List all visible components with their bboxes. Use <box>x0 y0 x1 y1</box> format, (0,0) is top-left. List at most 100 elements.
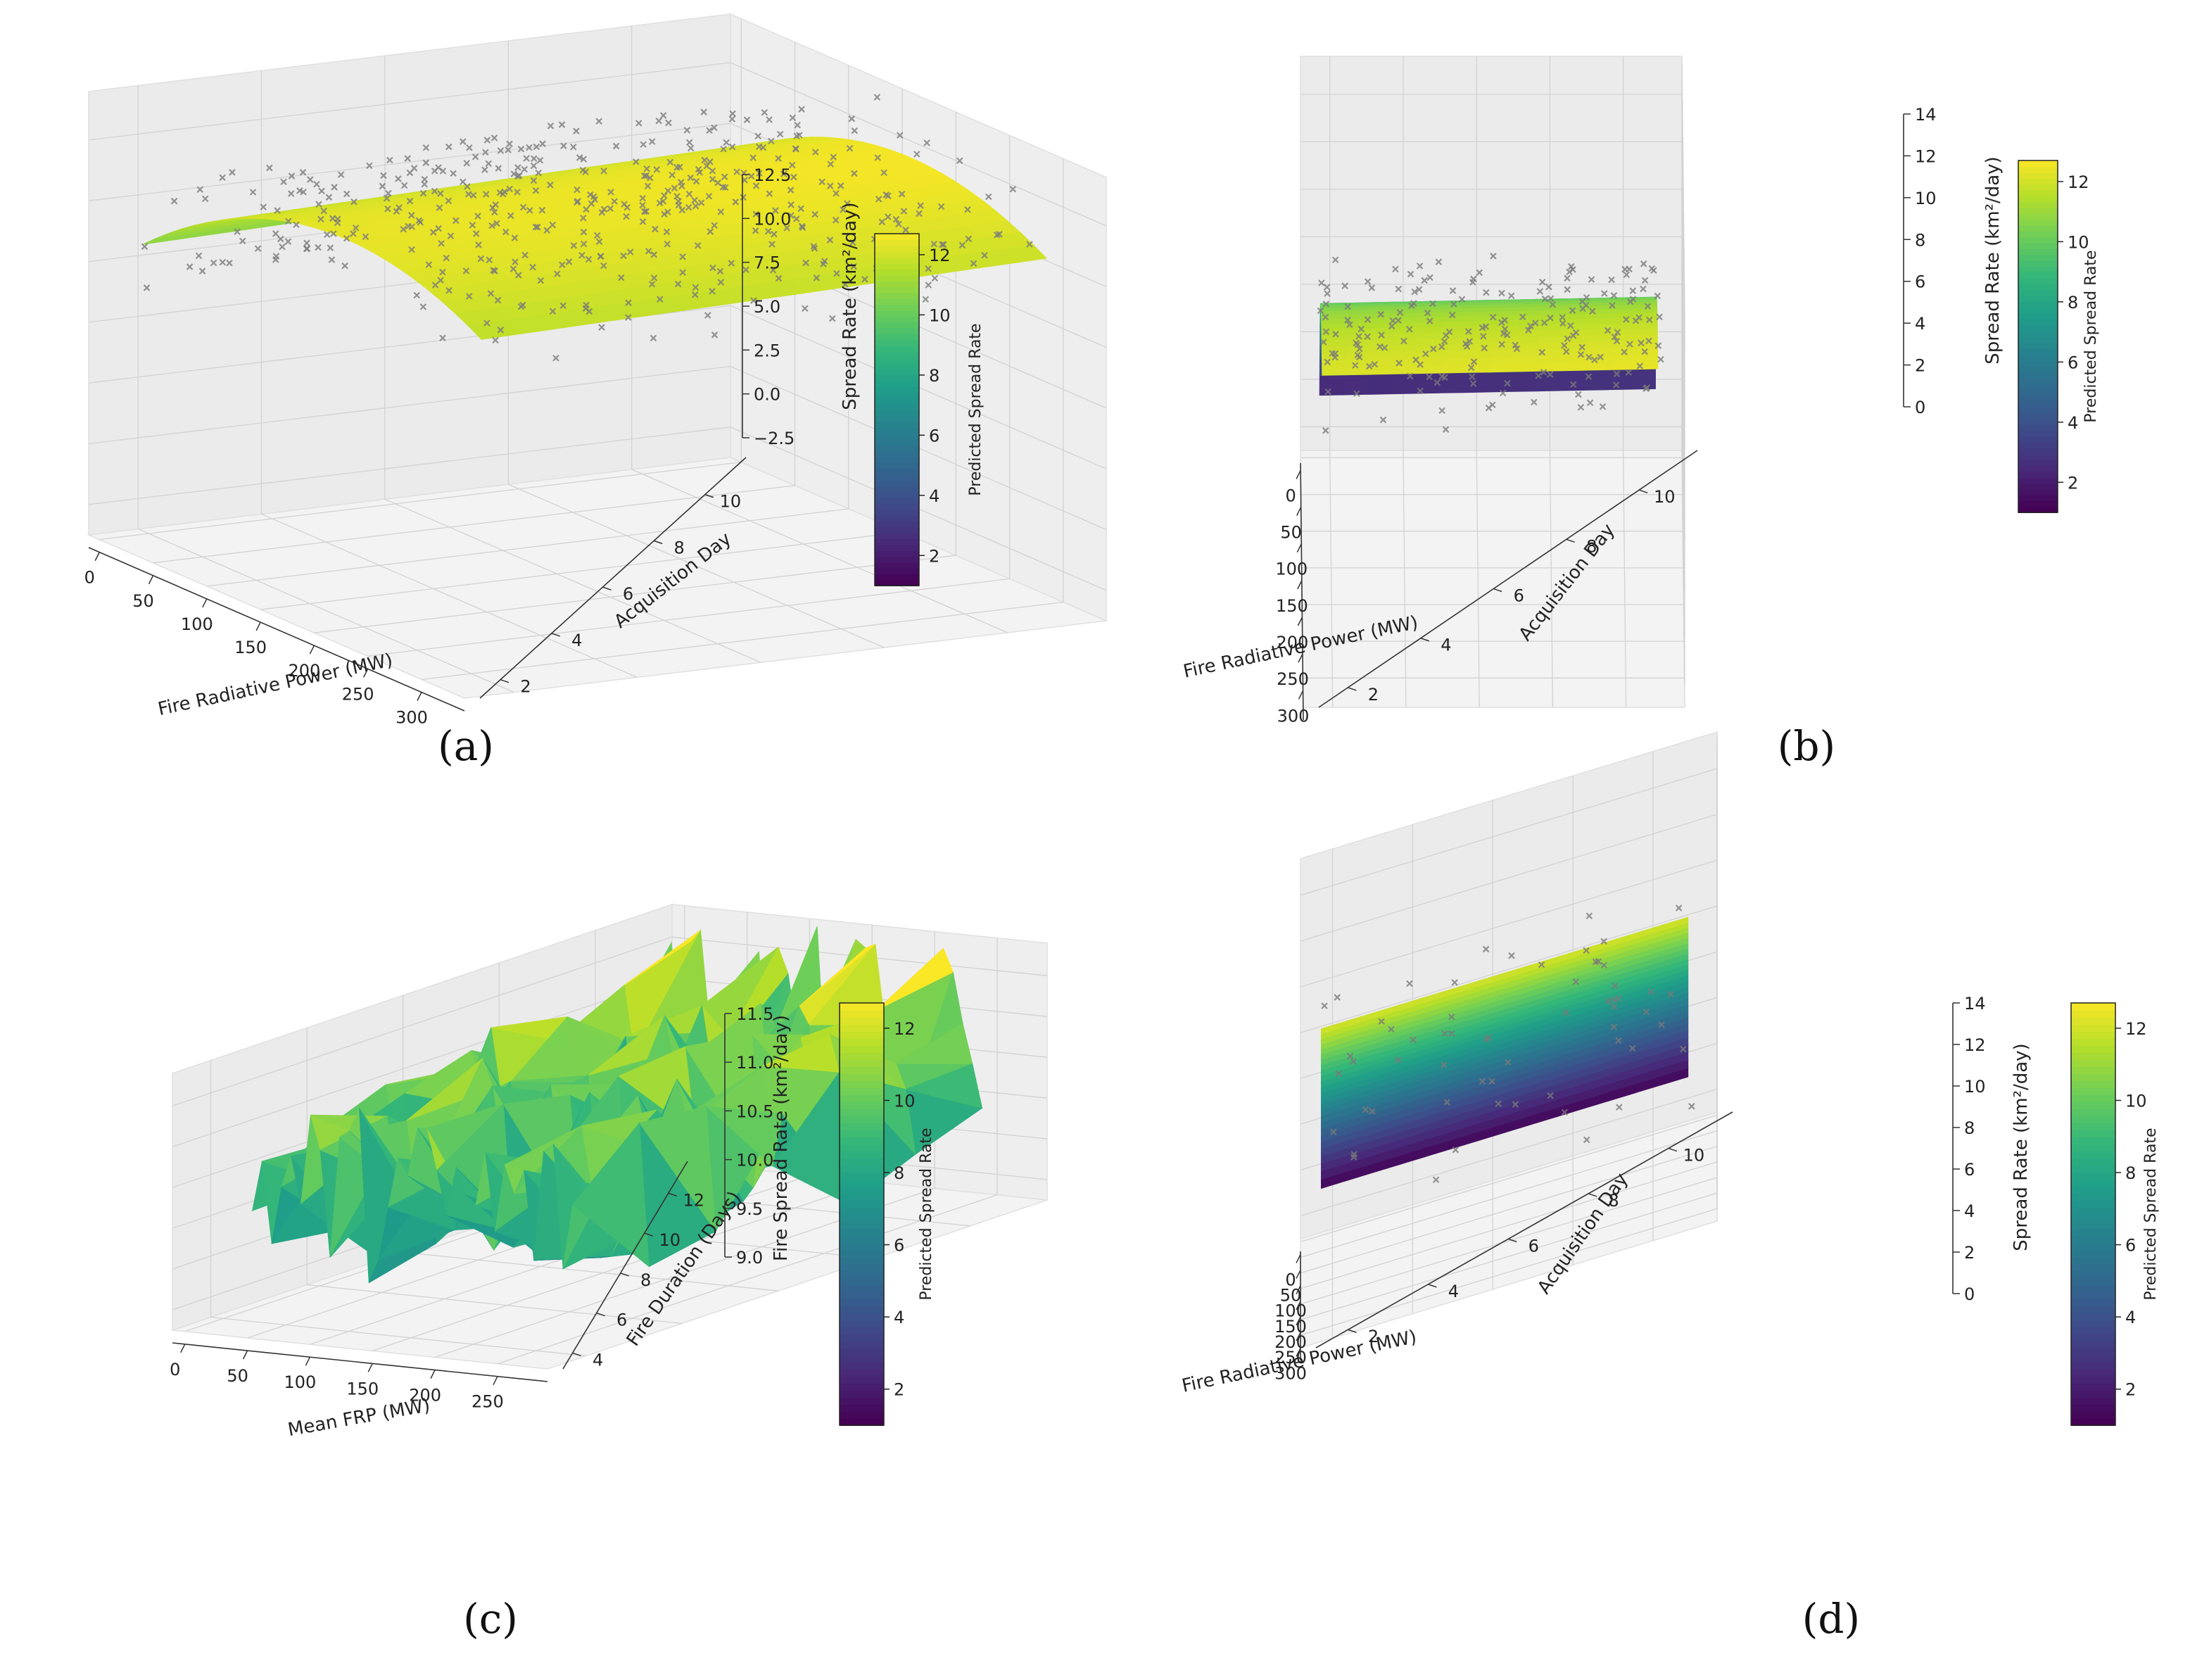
surface-facet <box>1536 324 1562 332</box>
z-tick-label: 8 <box>1915 230 1925 250</box>
z-tick-label: 14 <box>1915 105 1937 125</box>
colorbar-segment <box>840 1094 884 1102</box>
colorbar-segment <box>875 339 919 346</box>
scatter-point <box>438 240 445 247</box>
colorbar-tick-label: 12 <box>894 1019 916 1039</box>
scatter-point <box>643 172 650 179</box>
scatter-point <box>729 110 736 118</box>
colorbar-segment <box>2018 272 2058 279</box>
colorbar-segment <box>875 280 919 287</box>
scatter-point <box>1621 265 1628 273</box>
y-axis-line <box>1318 450 1698 708</box>
scatter-point <box>366 162 373 170</box>
scatter-point <box>1410 300 1417 307</box>
scatter-point <box>579 214 587 222</box>
colorbar-segment <box>2071 1052 2115 1060</box>
scatter-point <box>277 235 284 243</box>
scatter-point <box>687 144 695 152</box>
scatter-point <box>1442 426 1450 434</box>
scatter-point <box>549 221 556 229</box>
scatter-point <box>219 258 227 266</box>
scatter-point <box>1583 293 1590 301</box>
scatter-point <box>1636 362 1644 370</box>
x-tick-label: 100 <box>1274 1301 1307 1321</box>
colorbar-segment <box>875 438 919 446</box>
scatter-point <box>505 146 512 153</box>
y-tick-mark <box>644 1232 653 1237</box>
scatter-point <box>1467 364 1475 372</box>
scatter-point <box>1562 348 1570 355</box>
scatter-point <box>501 188 508 196</box>
scatter-point <box>1675 904 1683 911</box>
scatter-point <box>840 206 847 213</box>
colorbar-segment <box>2018 400 2058 408</box>
scatter-point <box>1352 362 1359 369</box>
colorbar-segment <box>2018 424 2058 431</box>
y-tick-label: 12 <box>683 1190 704 1210</box>
scatter-point <box>709 168 716 175</box>
colorbar-segment <box>2071 1313 2115 1320</box>
scatter-point <box>754 132 761 140</box>
scatter-point <box>600 168 607 175</box>
x-tick-label: 0 <box>1285 1270 1296 1289</box>
colorbar-segment <box>2018 383 2058 390</box>
scatter-point <box>1356 346 1363 353</box>
scatter-point <box>709 264 716 272</box>
surface-facet <box>1319 374 1345 396</box>
colorbar-segment <box>2071 1369 2115 1377</box>
colorbar-segment <box>2018 260 2058 267</box>
scatter-point <box>1324 290 1331 297</box>
scatter-point <box>303 245 311 253</box>
scatter-point <box>772 207 779 214</box>
scatter-point <box>607 205 614 213</box>
surface-facet <box>1585 362 1611 371</box>
y-tick-mark <box>1668 1147 1678 1152</box>
scatter-point <box>1519 313 1526 321</box>
colorbar-tick-label: 10 <box>929 305 951 325</box>
scatter-point <box>1317 307 1324 315</box>
colorbar-tick-label: 2 <box>2068 473 2078 493</box>
y-tick-label: 10 <box>659 1230 681 1250</box>
scatter-point <box>280 178 287 186</box>
z-tick-label: 2 <box>1915 356 1925 376</box>
scatter-point <box>578 251 586 259</box>
scatter-point <box>547 122 555 130</box>
z-tick-label: 0 <box>1964 1284 1975 1304</box>
scatter-point <box>514 189 521 196</box>
scatter-point <box>639 194 647 202</box>
x-tick-label: 150 <box>1276 596 1308 616</box>
scatter-point <box>1355 333 1362 340</box>
colorbar-segment <box>2071 1355 2115 1363</box>
z-tick-label: 2.5 <box>754 341 780 360</box>
scatter-point <box>648 138 656 145</box>
scatter-point <box>652 225 659 233</box>
scatter-point <box>1441 374 1448 381</box>
y-tick-mark <box>620 1272 629 1277</box>
scatter-point <box>380 172 387 179</box>
scatter-point <box>400 182 408 189</box>
scatter-point <box>1559 314 1566 321</box>
colorbar-segment <box>2018 236 2058 244</box>
scatter-point <box>717 279 725 286</box>
x-tick-mark <box>1296 1316 1301 1326</box>
scatter-point <box>287 190 295 197</box>
z-tick-label: 8 <box>1964 1118 1975 1138</box>
scatter-point <box>485 160 492 168</box>
scatter-point <box>445 197 452 205</box>
scatter-point <box>493 220 500 227</box>
x-tick-mark <box>1298 653 1303 663</box>
scatter-point <box>511 234 519 241</box>
scatter-point <box>764 227 772 235</box>
colorbar-segment <box>2018 284 2058 291</box>
scatter-point <box>1547 314 1554 322</box>
scatter-point <box>1640 285 1647 293</box>
scatter-point <box>826 236 834 244</box>
scatter-point <box>431 168 438 175</box>
colorbar-segment <box>2071 1404 2115 1412</box>
scatter-point <box>521 165 528 173</box>
scatter-point <box>515 272 522 279</box>
scatter-point <box>607 189 614 196</box>
scatter-point <box>580 228 588 236</box>
colorbar-segment <box>2071 1299 2115 1306</box>
scatter-point <box>593 232 601 239</box>
